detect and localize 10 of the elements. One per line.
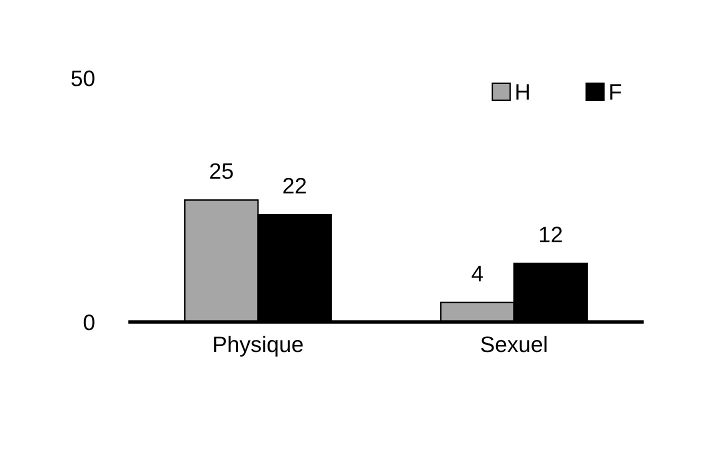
data-label: 22 xyxy=(283,178,306,194)
x-tick-label: Physique xyxy=(214,336,303,357)
y-tick-label: 0 xyxy=(84,314,94,330)
y-tick-label: 50 xyxy=(71,70,94,86)
legend-label: F xyxy=(610,84,622,100)
legend-label: H xyxy=(516,84,529,100)
data-label: 12 xyxy=(540,226,562,242)
data-label: 4 xyxy=(472,266,483,282)
x-tick-label: Sexuel xyxy=(481,336,546,352)
data-label: 25 xyxy=(210,163,233,179)
